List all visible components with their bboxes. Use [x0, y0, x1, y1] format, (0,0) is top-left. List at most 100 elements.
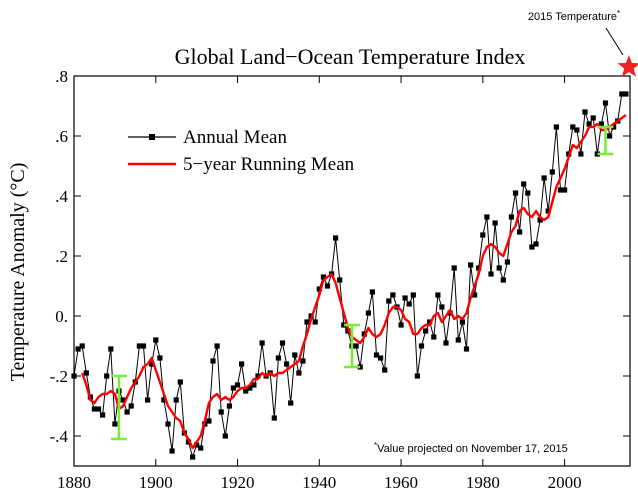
legend-annual-label: Annual Mean	[183, 127, 287, 148]
annual-point	[582, 109, 588, 115]
annual-point	[288, 400, 294, 406]
annual-point	[512, 190, 519, 196]
annual-point	[251, 382, 257, 388]
annual-point	[145, 397, 151, 403]
annual-point	[386, 298, 392, 304]
annual-point	[623, 91, 629, 97]
uncertainty-bar	[110, 374, 127, 441]
annual-point	[500, 277, 506, 283]
annual-point	[304, 319, 310, 325]
y-tick-label: -.4	[50, 427, 69, 446]
annual-point	[341, 322, 347, 328]
annual-point	[545, 208, 551, 214]
annual-point	[120, 397, 126, 403]
annual-point	[488, 271, 494, 277]
annual-point	[418, 343, 425, 349]
annual-point	[607, 133, 613, 139]
annual-point	[75, 346, 81, 352]
annual-point	[198, 445, 204, 451]
annual-point	[124, 409, 130, 415]
annual-point	[570, 124, 576, 130]
annual-point	[259, 340, 265, 346]
plot-frame	[73, 75, 631, 467]
annual-point	[210, 358, 216, 364]
annual-point	[443, 340, 449, 346]
annual-point	[459, 319, 465, 325]
annual-point	[586, 121, 592, 127]
x-tick-label: 2000	[548, 473, 582, 492]
y-tick-label: -.2	[50, 367, 68, 386]
annual-point	[79, 343, 85, 349]
annual-point	[296, 370, 302, 376]
chart-title: Global Land−Ocean Temperature Index	[175, 44, 526, 69]
annual-point	[553, 124, 559, 130]
x-tick-label: 1940	[302, 473, 336, 492]
highlight-label-text: 2015 Temperature	[528, 11, 617, 23]
annual-point	[95, 406, 102, 412]
annual-point	[316, 286, 322, 292]
annual-point	[398, 322, 404, 328]
annual-point	[149, 361, 155, 367]
annual-point	[447, 310, 453, 316]
annual-point	[427, 319, 433, 325]
annual-point	[218, 409, 224, 415]
y-axis-ticks: -.4 -.2 0. .2 .4 .6 .8	[50, 67, 630, 446]
highlight-arrow	[605, 27, 624, 56]
annual-point	[100, 412, 106, 418]
annual-point	[439, 304, 445, 310]
annual-point	[435, 292, 441, 298]
annual-point	[484, 214, 490, 220]
annual-point	[496, 265, 502, 271]
annual-mean-series	[71, 91, 629, 460]
annual-point	[292, 352, 298, 358]
annual-point	[525, 190, 531, 196]
annual-point	[529, 244, 535, 250]
annual-point	[369, 289, 375, 295]
annual-point	[476, 265, 482, 271]
annual-point	[410, 292, 416, 298]
annual-point	[562, 187, 568, 193]
annual-point	[279, 340, 286, 346]
annual-point	[451, 265, 457, 271]
annual-point	[194, 442, 200, 448]
annual-point	[472, 292, 478, 298]
x-tick-label: 1900	[139, 473, 173, 492]
annual-point	[243, 388, 249, 394]
annual-point	[402, 295, 408, 301]
annual-point	[517, 229, 523, 235]
annual-point	[165, 421, 171, 427]
annual-point	[320, 274, 326, 280]
annual-point	[275, 355, 281, 361]
annual-point	[333, 235, 339, 241]
annual-point	[337, 277, 343, 283]
y-tick-label: .2	[55, 247, 68, 266]
annual-point	[91, 406, 97, 412]
x-axis-ticks: 1880 1900 1920 1940 1960 1980 2000	[57, 76, 582, 492]
annual-point	[214, 343, 220, 349]
annual-point	[537, 217, 543, 223]
annual-point	[239, 361, 245, 367]
annual-point	[365, 310, 371, 316]
y-tick-label: .4	[55, 187, 68, 206]
x-tick-label: 1920	[221, 473, 255, 492]
annual-point	[185, 439, 192, 445]
annual-point	[382, 367, 388, 373]
annual-point	[136, 343, 142, 349]
annual-point	[598, 121, 604, 127]
annual-point	[504, 259, 510, 265]
highlight-label: 2015 Temperature*	[528, 9, 620, 23]
y-axis-label: Temperature Anomaly (°C)	[7, 163, 29, 382]
uncertainty-bar	[597, 125, 614, 156]
annual-point	[161, 397, 167, 403]
annual-point	[619, 91, 625, 97]
uncertainty-bar	[344, 323, 360, 369]
annual-point	[423, 328, 429, 334]
annual-point	[557, 187, 564, 193]
annual-point	[222, 433, 228, 439]
annual-point	[353, 343, 359, 349]
annual-point	[574, 127, 580, 133]
x-tick-label: 1980	[466, 473, 500, 492]
footnote: *Value projected on November 17, 2015	[374, 441, 568, 455]
annual-point	[177, 379, 183, 385]
